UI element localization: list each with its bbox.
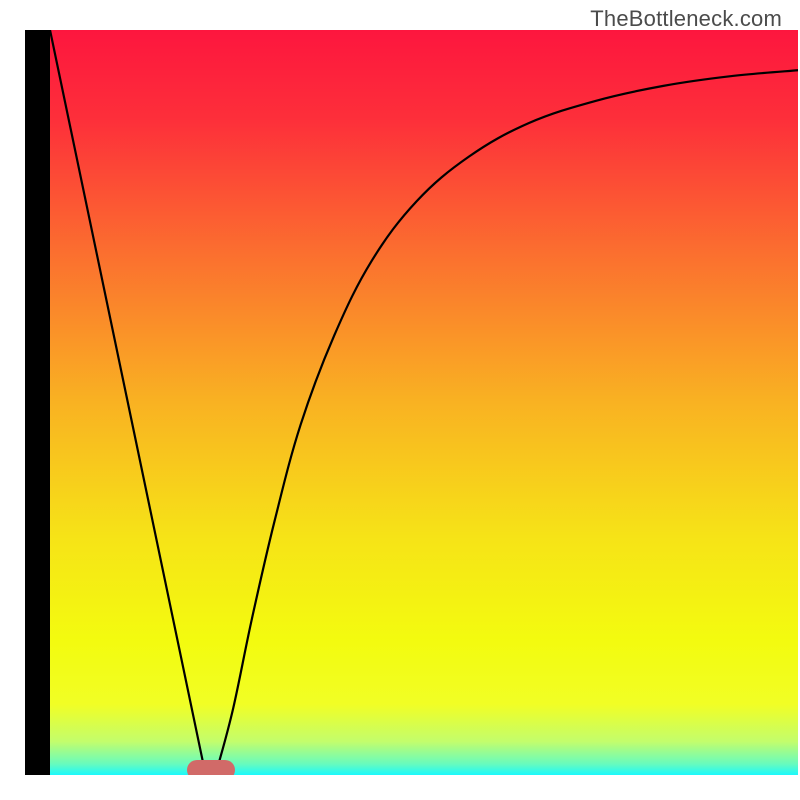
figure-root: TheBottleneck.com xyxy=(0,0,800,800)
watermark-text: TheBottleneck.com xyxy=(590,6,782,32)
curve-svg xyxy=(50,30,798,775)
curve-path xyxy=(50,30,798,768)
vertex-marker xyxy=(187,760,235,775)
plot-area xyxy=(50,30,798,775)
